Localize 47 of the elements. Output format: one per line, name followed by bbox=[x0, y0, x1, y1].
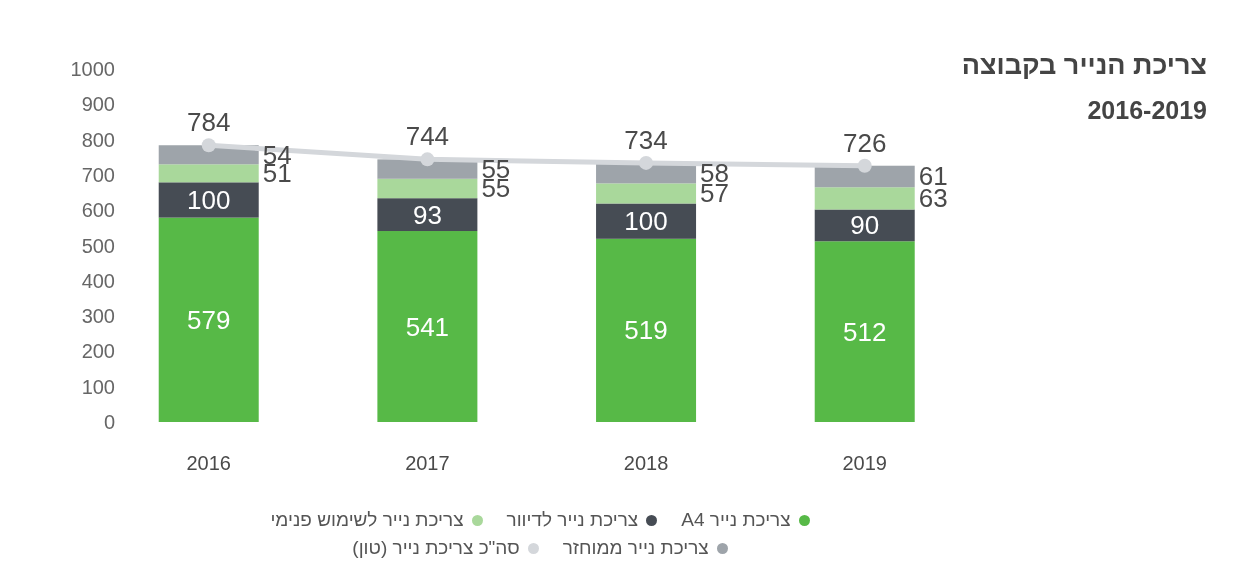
bar bbox=[814, 187, 915, 210]
bar bbox=[596, 203, 697, 239]
y-tick-label: 500 bbox=[81, 234, 115, 257]
bar bbox=[814, 241, 915, 422]
bar bbox=[158, 164, 259, 183]
legend-label: צריכת נייר לשימוש פנימי bbox=[270, 509, 464, 530]
bar bbox=[596, 238, 697, 422]
text: 2016-2019 bbox=[1087, 96, 1207, 125]
data-label: 90 bbox=[850, 210, 880, 241]
x-tick-label: 2016 bbox=[186, 452, 231, 474]
data-label: 541 bbox=[405, 311, 450, 342]
data-label: 512 bbox=[843, 316, 887, 347]
y-tick-label: 400 bbox=[81, 269, 115, 292]
data-label: 726 bbox=[843, 127, 887, 158]
x-tick-label: 2019 bbox=[842, 452, 887, 474]
y-tick-label: 0 bbox=[103, 411, 115, 433]
y-tick-label: 600 bbox=[81, 199, 115, 222]
data-label: 93 bbox=[412, 199, 442, 230]
data-label: 744 bbox=[405, 121, 450, 152]
data-label: 579 bbox=[187, 304, 231, 335]
data-label: 784 bbox=[187, 107, 231, 138]
y-tick-label: 200 bbox=[81, 340, 115, 363]
y-tick-label: 900 bbox=[81, 93, 115, 116]
y-tick-label: 100 bbox=[81, 375, 115, 398]
bar bbox=[377, 198, 478, 232]
data-label: 734 bbox=[624, 124, 668, 155]
data-label: 100 bbox=[187, 184, 231, 215]
bar bbox=[596, 183, 697, 204]
data-label: 100 bbox=[624, 206, 668, 237]
x-tick-label: 2018 bbox=[623, 452, 669, 474]
bar bbox=[158, 182, 259, 218]
y-tick-label: 700 bbox=[81, 163, 115, 186]
bar bbox=[814, 209, 915, 242]
data-label: 519 bbox=[624, 315, 668, 346]
y-tick-label: 1000 bbox=[70, 58, 115, 80]
bar bbox=[158, 217, 259, 422]
bar bbox=[377, 231, 478, 422]
legend-label: צריכת נייר ממוחזר bbox=[562, 537, 709, 558]
bar bbox=[814, 165, 915, 188]
legend-label: צריכת נייר A4 bbox=[681, 509, 791, 530]
legend-label: צריכת נייר לדיוור bbox=[506, 509, 639, 530]
y-tick-label: 300 bbox=[81, 305, 115, 328]
y-tick-label: 800 bbox=[81, 128, 115, 151]
x-tick-label: 2017 bbox=[405, 452, 450, 474]
bar bbox=[377, 178, 478, 199]
text: צריכת הנייר בקבוצה bbox=[961, 50, 1207, 81]
legend-label: סה"כ צריכת נייר (טון) bbox=[352, 537, 520, 558]
